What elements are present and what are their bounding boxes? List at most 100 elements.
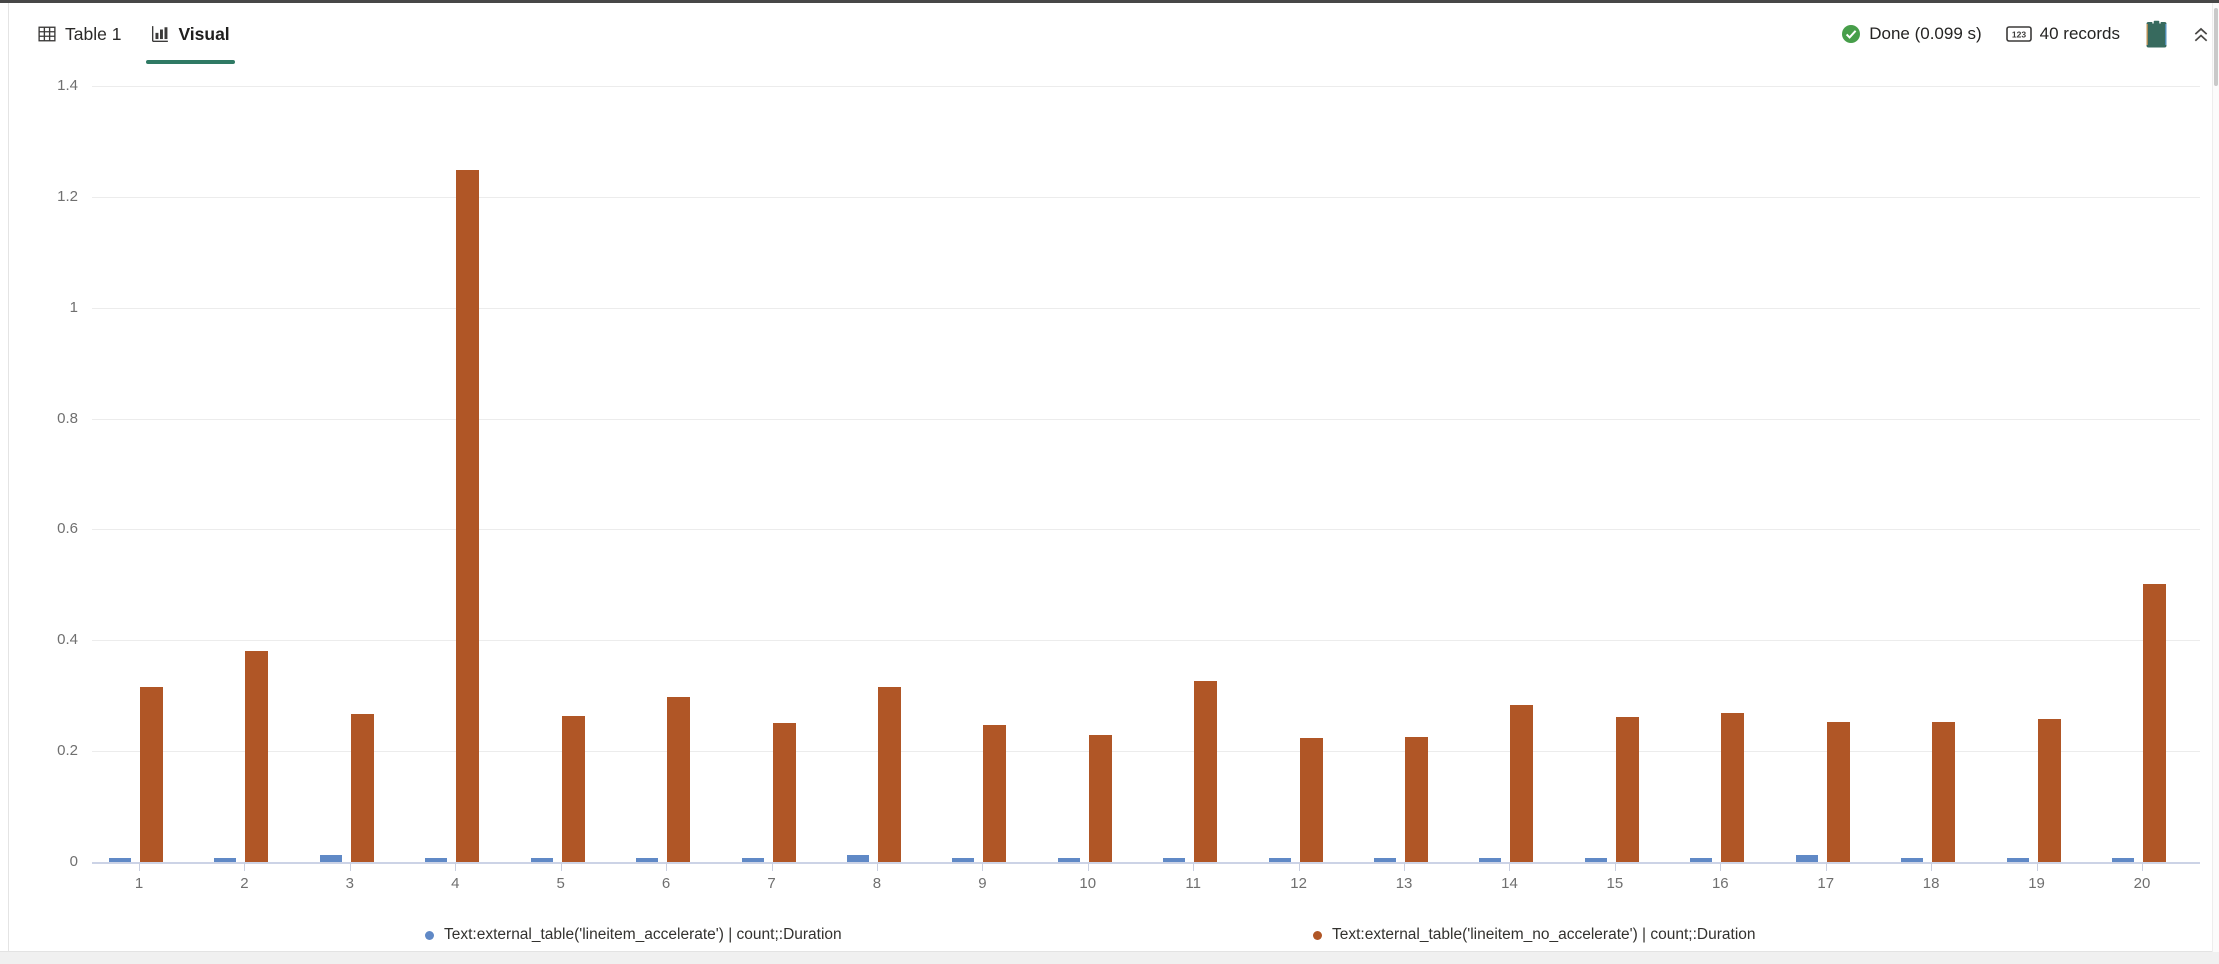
bar-lineitem-accelerate[interactable] xyxy=(952,858,975,862)
bar-lineitem-no-accelerate[interactable] xyxy=(1405,737,1429,862)
legend-dot-blue xyxy=(425,930,434,940)
x-tick-label: 5 xyxy=(556,875,565,892)
x-tick-label: 18 xyxy=(1922,875,1940,892)
x-tick-label: 19 xyxy=(2028,875,2045,892)
bar-lineitem-no-accelerate[interactable] xyxy=(1088,735,1112,862)
collapse-chevrons-icon[interactable] xyxy=(2193,26,2209,43)
x-tick-label: 1 xyxy=(134,875,144,892)
x-tick-label: 7 xyxy=(767,875,776,892)
x-tick-mark xyxy=(455,862,457,871)
bar-lineitem-accelerate[interactable] xyxy=(1690,858,1713,862)
gridline xyxy=(92,307,2200,309)
x-tick-mark xyxy=(1825,862,1827,871)
bar-lineitem-no-accelerate[interactable] xyxy=(1826,722,1850,862)
x-tick-label: 17 xyxy=(1817,875,1835,892)
y-tick-label: 0.8 xyxy=(57,409,78,427)
y-tick-label: 1.2 xyxy=(57,187,78,205)
bar-lineitem-accelerate[interactable] xyxy=(1268,858,1291,862)
x-tick-label: 14 xyxy=(1501,875,1518,892)
legend-item-no-accelerate[interactable]: Text:external_table('lineitem_no_acceler… xyxy=(1313,926,1756,944)
clipboard-icon[interactable] xyxy=(2144,19,2169,49)
bar-lineitem-accelerate[interactable] xyxy=(636,858,659,862)
gridline xyxy=(92,529,2200,531)
bar-lineitem-accelerate[interactable] xyxy=(1163,858,1186,862)
x-tick-mark xyxy=(349,862,351,871)
bar-lineitem-no-accelerate[interactable] xyxy=(1194,681,1218,862)
bar-lineitem-no-accelerate[interactable] xyxy=(1721,713,1745,862)
record-count: 123 40 records xyxy=(2005,24,2120,44)
x-tick-mark xyxy=(771,862,773,871)
x-tick-mark xyxy=(1404,862,1406,871)
bar-lineitem-accelerate[interactable] xyxy=(1584,858,1607,862)
x-tick-mark xyxy=(666,862,668,871)
y-tick-label: 0 xyxy=(69,853,78,870)
gridline xyxy=(92,640,2200,642)
bar-lineitem-no-accelerate[interactable] xyxy=(772,723,796,862)
x-tick-label: 16 xyxy=(1711,875,1729,892)
legend-dot-orange xyxy=(1313,930,1322,940)
bar-lineitem-accelerate[interactable] xyxy=(741,858,764,862)
tab-label: Visual xyxy=(178,23,230,44)
bar-lineitem-accelerate[interactable] xyxy=(109,858,131,862)
bar-lineitem-no-accelerate[interactable] xyxy=(140,687,163,862)
y-tick-label: 0.2 xyxy=(57,742,78,760)
vertical-scrollbar-track[interactable] xyxy=(2212,3,2219,952)
x-tick-mark xyxy=(1509,862,1511,871)
bar-lineitem-accelerate[interactable] xyxy=(530,858,553,862)
bar-lineitem-accelerate[interactable] xyxy=(2006,858,2029,862)
y-tick-label: 1 xyxy=(69,298,78,316)
bar-lineitem-no-accelerate[interactable] xyxy=(983,725,1007,862)
x-tick-mark xyxy=(244,862,246,871)
bar-lineitem-no-accelerate[interactable] xyxy=(1299,738,1323,862)
bar-lineitem-no-accelerate[interactable] xyxy=(561,716,585,862)
vertical-scrollbar-thumb[interactable] xyxy=(2214,8,2218,86)
number-badge-text: 123 xyxy=(2012,30,2026,40)
gridline xyxy=(92,85,2200,87)
bar-lineitem-no-accelerate[interactable] xyxy=(350,714,374,862)
bar-lineitem-no-accelerate[interactable] xyxy=(877,687,901,862)
bar-lineitem-accelerate[interactable] xyxy=(1479,858,1502,862)
legend-label-no-accelerate: Text:external_table('lineitem_no_acceler… xyxy=(1332,926,1756,943)
bar-lineitem-no-accelerate[interactable] xyxy=(1510,705,1534,862)
bar-lineitem-no-accelerate[interactable] xyxy=(1932,722,1956,862)
tab-table-1[interactable]: Table 1 xyxy=(23,3,136,65)
bar-lineitem-accelerate[interactable] xyxy=(319,855,342,862)
x-tick-label: 9 xyxy=(978,875,987,892)
x-tick-mark xyxy=(982,862,984,871)
tab-visual[interactable]: Visual xyxy=(136,3,244,65)
bar-lineitem-no-accelerate[interactable] xyxy=(2037,719,2061,862)
bar-lineitem-accelerate[interactable] xyxy=(425,858,448,862)
x-tick-mark xyxy=(1931,862,1933,871)
legend-item-accelerate[interactable]: Text:external_table('lineitem_accelerate… xyxy=(425,926,842,944)
x-tick-label: 8 xyxy=(872,875,882,892)
bar-lineitem-no-accelerate[interactable] xyxy=(245,651,269,862)
bar-lineitem-accelerate[interactable] xyxy=(1795,855,1818,862)
number-badge-icon: 123 xyxy=(2005,25,2032,43)
bar-lineitem-no-accelerate[interactable] xyxy=(456,170,480,862)
bar-lineitem-accelerate[interactable] xyxy=(846,855,869,862)
bar-lineitem-accelerate[interactable] xyxy=(1374,858,1397,862)
x-tick-mark xyxy=(2141,862,2143,871)
bar-lineitem-accelerate[interactable] xyxy=(2111,858,2134,862)
bar-lineitem-no-accelerate[interactable] xyxy=(667,697,691,862)
active-tab-underline xyxy=(146,60,235,64)
gridline xyxy=(92,751,2200,753)
horizontal-scrollbar[interactable] xyxy=(0,951,2219,964)
results-tabs: Table 1 Visual xyxy=(23,3,245,65)
query-status-label: Done (0.099 s) xyxy=(1869,24,1982,43)
x-tick-mark xyxy=(1193,862,1195,871)
bar-lineitem-accelerate[interactable] xyxy=(1057,858,1080,862)
pane-left-divider xyxy=(8,3,9,964)
x-tick-label: 6 xyxy=(661,875,671,892)
x-tick-mark xyxy=(1087,862,1089,871)
x-tick-label: 15 xyxy=(1606,875,1624,892)
x-tick-mark xyxy=(139,862,140,871)
table-icon xyxy=(38,25,56,43)
bar-lineitem-no-accelerate[interactable] xyxy=(1615,717,1639,862)
bar-lineitem-accelerate[interactable] xyxy=(214,858,237,862)
bar-lineitem-accelerate[interactable] xyxy=(1901,858,1924,862)
x-axis-line xyxy=(92,862,2200,864)
x-tick-mark xyxy=(876,862,878,871)
bar-lineitem-no-accelerate[interactable] xyxy=(2142,584,2166,862)
x-tick-label: 12 xyxy=(1290,875,1307,892)
